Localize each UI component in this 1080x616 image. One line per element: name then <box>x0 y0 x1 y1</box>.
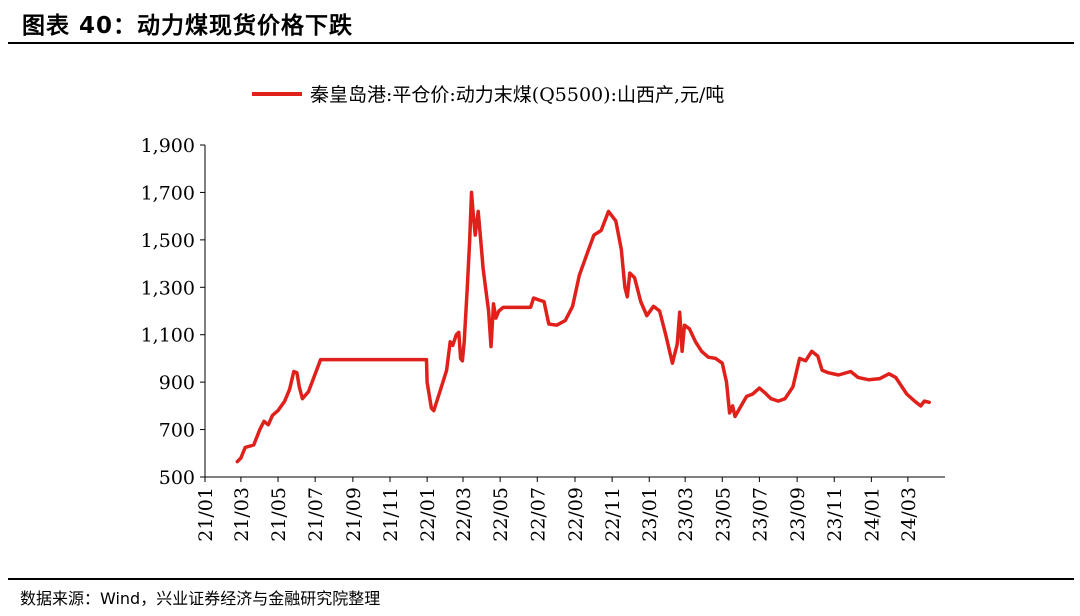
y-tick-label: 1,900 <box>141 135 195 157</box>
x-tick-label: 24/01 <box>861 487 883 542</box>
legend: 秦皇岛港:平仓价:动力末煤(Q5500):山西产,元/吨 <box>252 84 724 106</box>
x-tick-label: 21/05 <box>268 487 290 542</box>
plot-area <box>235 190 931 464</box>
chart: 秦皇岛港:平仓价:动力末煤(Q5500):山西产,元/吨 500 700 900 1,… <box>141 84 945 542</box>
x-tick-label: 23/03 <box>675 487 697 542</box>
series-line <box>235 190 931 464</box>
y-tick-label: 1,500 <box>141 230 195 252</box>
x-tick-label: 23/11 <box>824 487 846 542</box>
y-tick-label: 700 <box>159 420 195 442</box>
x-tick-label: 23/09 <box>787 487 809 542</box>
x-tick-label: 23/07 <box>749 487 771 542</box>
x-tick-label: 21/07 <box>305 487 327 542</box>
x-tick-label: 22/05 <box>490 487 512 542</box>
x-tick-label: 22/01 <box>417 487 439 542</box>
x-tick-label: 22/09 <box>565 487 587 542</box>
y-tick-label: 500 <box>159 467 195 489</box>
y-tick-label: 1,700 <box>141 182 195 204</box>
x-tick-label: 21/11 <box>380 487 402 542</box>
x-tick-label: 24/03 <box>898 487 920 542</box>
x-tick-label: 21/01 <box>195 487 217 542</box>
x-tick-label: 23/05 <box>712 487 734 542</box>
source-note: 数据来源：Wind，兴业证券经济与金融研究院整理 <box>20 589 381 608</box>
x-tick-label: 21/09 <box>343 487 365 542</box>
x-tick-label: 23/01 <box>639 487 661 542</box>
x-tick-label: 21/03 <box>231 487 253 542</box>
figure-title: 图表 40：动力煤现货价格下跌 <box>22 13 354 39</box>
y-axis: 500 700 900 1,100 1,300 1,500 1,700 1,900 <box>141 135 206 489</box>
legend-label: 秦皇岛港:平仓价:动力末煤(Q5500):山西产,元/吨 <box>310 84 724 106</box>
bottom-divider <box>8 578 1074 580</box>
top-divider <box>8 42 1074 44</box>
x-axis: 21/01 21/03 21/05 21/07 21/09 21/11 22/01 22/03… <box>195 476 945 542</box>
x-tick-label: 22/11 <box>602 487 624 542</box>
y-tick-label: 1,300 <box>141 277 195 299</box>
x-tick-label: 22/07 <box>527 487 549 542</box>
y-tick-label: 1,100 <box>141 325 195 347</box>
x-tick-label: 22/03 <box>453 487 475 542</box>
y-tick-label: 900 <box>159 372 195 394</box>
